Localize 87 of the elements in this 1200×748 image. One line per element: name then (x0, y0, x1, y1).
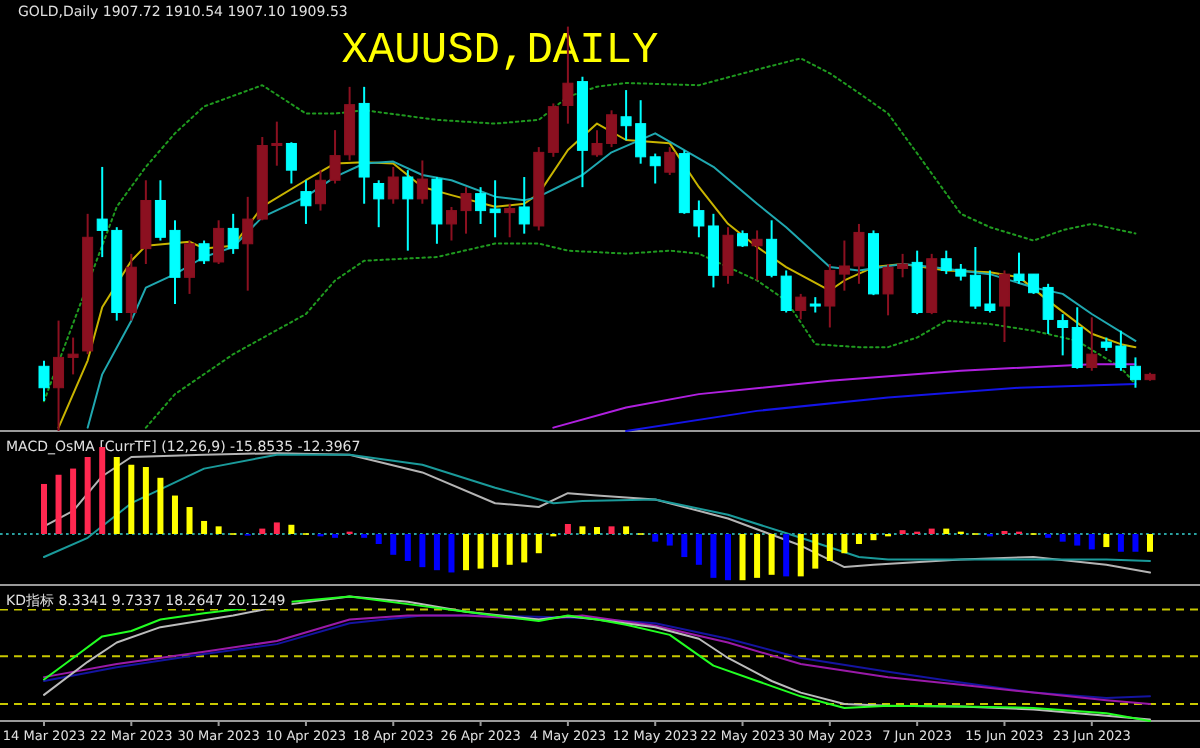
bar (1059, 534, 1066, 542)
bar (564, 523, 571, 534)
bar (492, 534, 499, 568)
candlestick (242, 195, 254, 292)
bar (579, 526, 586, 534)
candlestick (795, 292, 807, 321)
bar (463, 534, 470, 571)
bar (681, 534, 688, 558)
bar (1074, 534, 1081, 546)
bar (448, 534, 455, 573)
bar (1147, 534, 1153, 552)
bar (695, 534, 702, 565)
bar (201, 520, 208, 534)
candlestick (504, 202, 516, 239)
bar (812, 534, 819, 569)
candlestick (213, 219, 225, 265)
bar (943, 528, 950, 534)
bar (186, 507, 193, 534)
candlestick (416, 159, 428, 205)
candlestick (300, 179, 312, 225)
bar (870, 534, 877, 541)
bar (157, 477, 164, 534)
bar (142, 467, 149, 534)
bar (608, 526, 615, 534)
bar (652, 534, 659, 542)
candlestick (373, 179, 385, 229)
bar (215, 526, 222, 534)
bar (710, 534, 717, 578)
bar (113, 457, 120, 534)
candlestick (1086, 316, 1098, 372)
candlestick (1057, 313, 1069, 357)
bar (55, 474, 62, 534)
candlestick (518, 176, 530, 235)
bar (273, 522, 280, 534)
candlestick (1071, 306, 1083, 370)
candlestick (547, 102, 559, 158)
bar (41, 483, 47, 534)
bar (506, 534, 513, 565)
bar (594, 527, 600, 534)
candlestick (766, 219, 778, 279)
bar (666, 534, 673, 546)
bar (754, 534, 761, 578)
candlestick (751, 229, 763, 282)
bar (259, 528, 266, 534)
bar (623, 526, 630, 534)
bar (1103, 534, 1110, 548)
candlestick (387, 165, 399, 205)
bar (826, 534, 833, 561)
candlestick (664, 146, 676, 177)
candlestick (649, 152, 661, 185)
candlestick (184, 239, 196, 295)
bar (1088, 534, 1095, 550)
candlestick (402, 169, 414, 252)
bar (797, 534, 804, 577)
bar (404, 534, 411, 561)
bar (768, 534, 775, 575)
bar (928, 528, 935, 534)
bar (783, 534, 790, 577)
bar (535, 534, 542, 554)
bar (84, 457, 91, 534)
bar (171, 495, 178, 534)
bar (724, 534, 731, 581)
bar (419, 534, 426, 568)
bar (841, 534, 848, 554)
bar (70, 468, 77, 534)
candlestick (198, 239, 210, 265)
bar (375, 534, 382, 545)
bar (855, 534, 862, 545)
candlestick (998, 269, 1010, 344)
bar (1117, 534, 1124, 552)
candlestick (780, 269, 792, 314)
bar (739, 534, 746, 581)
candlestick (431, 176, 443, 245)
bar (433, 534, 440, 571)
candlestick (125, 252, 137, 322)
candlestick (285, 141, 297, 185)
bar (477, 534, 484, 569)
bar (288, 524, 295, 534)
bar (1132, 534, 1139, 552)
candlestick (824, 262, 836, 329)
candlestick (227, 212, 239, 255)
chart-title: XAUUSD,DAILY (341, 26, 659, 76)
candlestick (38, 359, 50, 403)
bar (390, 534, 397, 555)
candlestick (722, 226, 734, 285)
bar (521, 534, 528, 563)
bar (128, 464, 135, 534)
